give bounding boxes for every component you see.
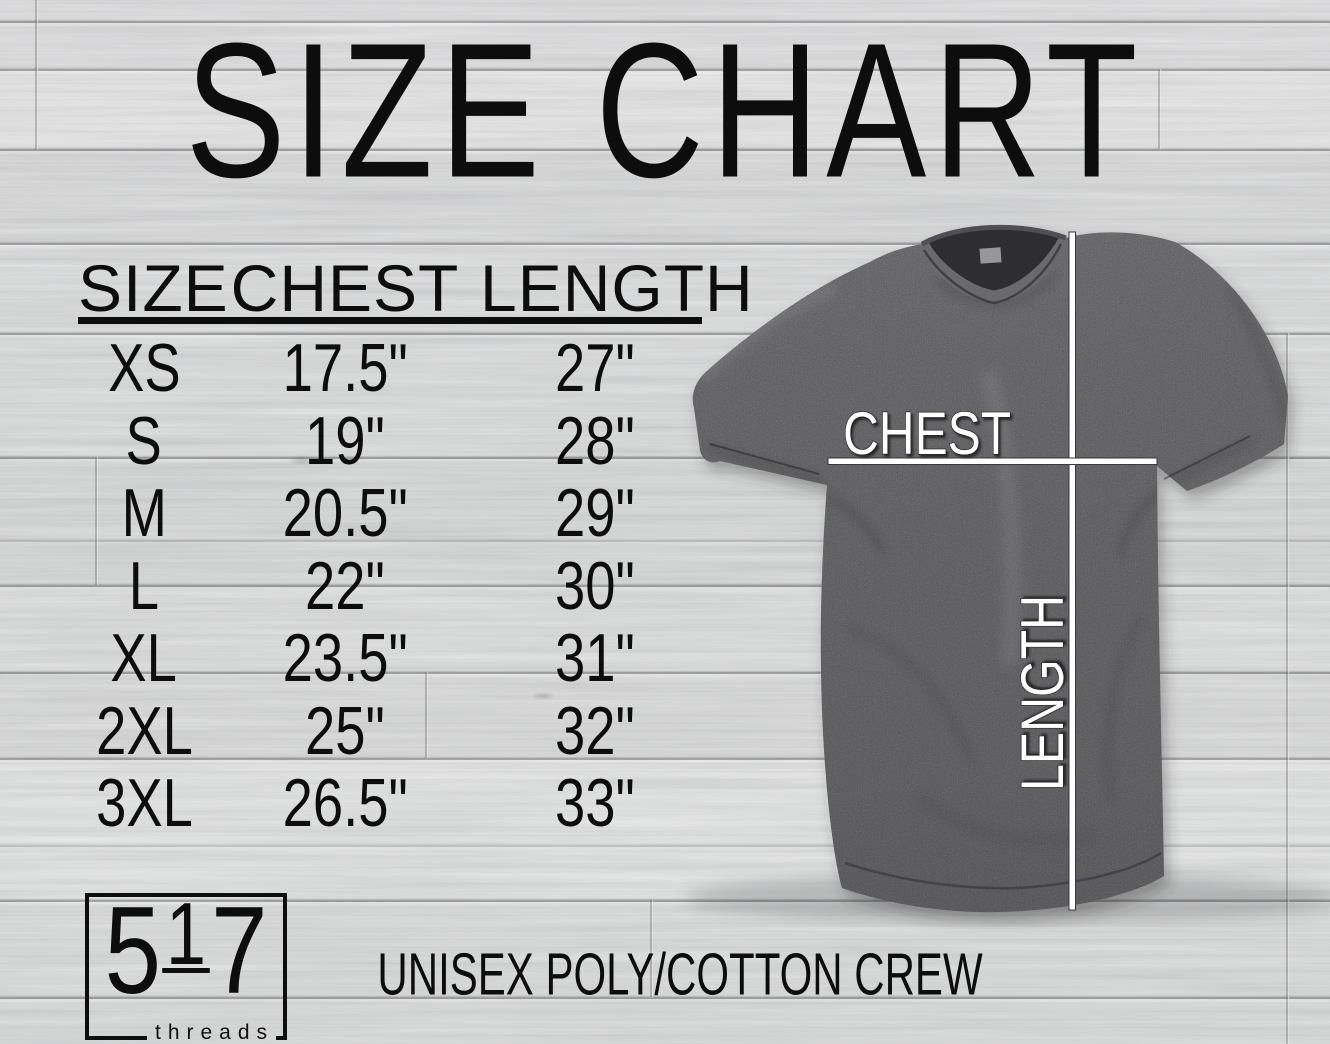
chest-label: CHEST [843,400,1011,467]
size-cell: 3XL [95,765,193,841]
logo-number: 5 1 7 [104,882,268,1020]
chest-measure-line [827,457,1158,465]
chest-cell: 22" [305,547,385,624]
column-header-length: LENGTH [480,251,754,325]
table-row: 2XL 25" 32" [78,692,710,769]
heather-texture-light [692,225,1288,913]
size-cell: L [128,547,160,624]
logo-digit-underlined: 1 [161,890,211,978]
table-row: M 20.5" 29" [78,477,710,550]
table-row: L 22" 30" [78,547,710,624]
chest-cell: 23.5" [282,620,408,696]
table-row: 3XL 26.5" 33" [78,767,710,840]
brand-logo: 5 1 7 threads [85,882,287,1044]
chest-cell: 20.5" [282,475,408,551]
neck-tag [979,247,1002,264]
tshirt-body-group [692,224,1288,913]
logo-digit: 7 [210,882,268,1020]
length-label: LENGTH [1009,595,1076,791]
logo-bottom-border: threads [85,1021,287,1044]
length-cell: 33" [555,765,635,841]
page-title: SIZE CHART [185,2,1145,218]
logo-border-segment [276,1036,287,1040]
chest-cell: 25" [305,692,385,769]
length-measure-line [1068,231,1076,911]
length-cell: 30" [555,547,635,624]
table-row: XS 17.5" 27" [78,332,710,405]
length-cell: 28" [555,402,635,479]
size-cell: XS [107,330,181,406]
logo-subtext: threads [155,1021,275,1044]
logo-border-segment [85,1036,147,1040]
size-cell: 2XL [95,692,193,769]
chest-cell: 19" [305,402,385,479]
collar-band-edge [922,243,1063,305]
tshirt-photo: CHEST LENGTH [670,198,1330,960]
chest-cell: 17.5" [282,330,408,406]
size-cell: XL [110,620,178,696]
table-row: S 19" 28" [78,402,710,479]
chest-cell: 26.5" [282,765,408,841]
table-header-underline [78,317,702,324]
length-cell: 29" [555,475,635,551]
table-header-row: SIZE CHEST LENGTH [78,251,754,325]
table-row: XL 23.5" 31" [78,622,710,695]
logo-digit: 5 [104,882,162,1020]
footer-caption: UNISEX POLY/COTTON CREW [377,941,983,1008]
size-cell: M [121,475,167,551]
size-cell: S [125,402,163,479]
column-header-chest: CHEST [230,251,460,325]
column-header-size: SIZE [78,251,229,325]
stitch-lines [709,435,1251,890]
table-body: XS 17.5" 27" S 19" 28" M 20.5" 29" L 22"… [0,332,635,840]
length-cell: 31" [555,620,635,696]
length-cell: 27" [555,330,635,406]
length-cell: 32" [555,692,635,769]
tshirt-graphic: CHEST LENGTH [685,224,1330,922]
collar-back-rim [920,224,1067,247]
